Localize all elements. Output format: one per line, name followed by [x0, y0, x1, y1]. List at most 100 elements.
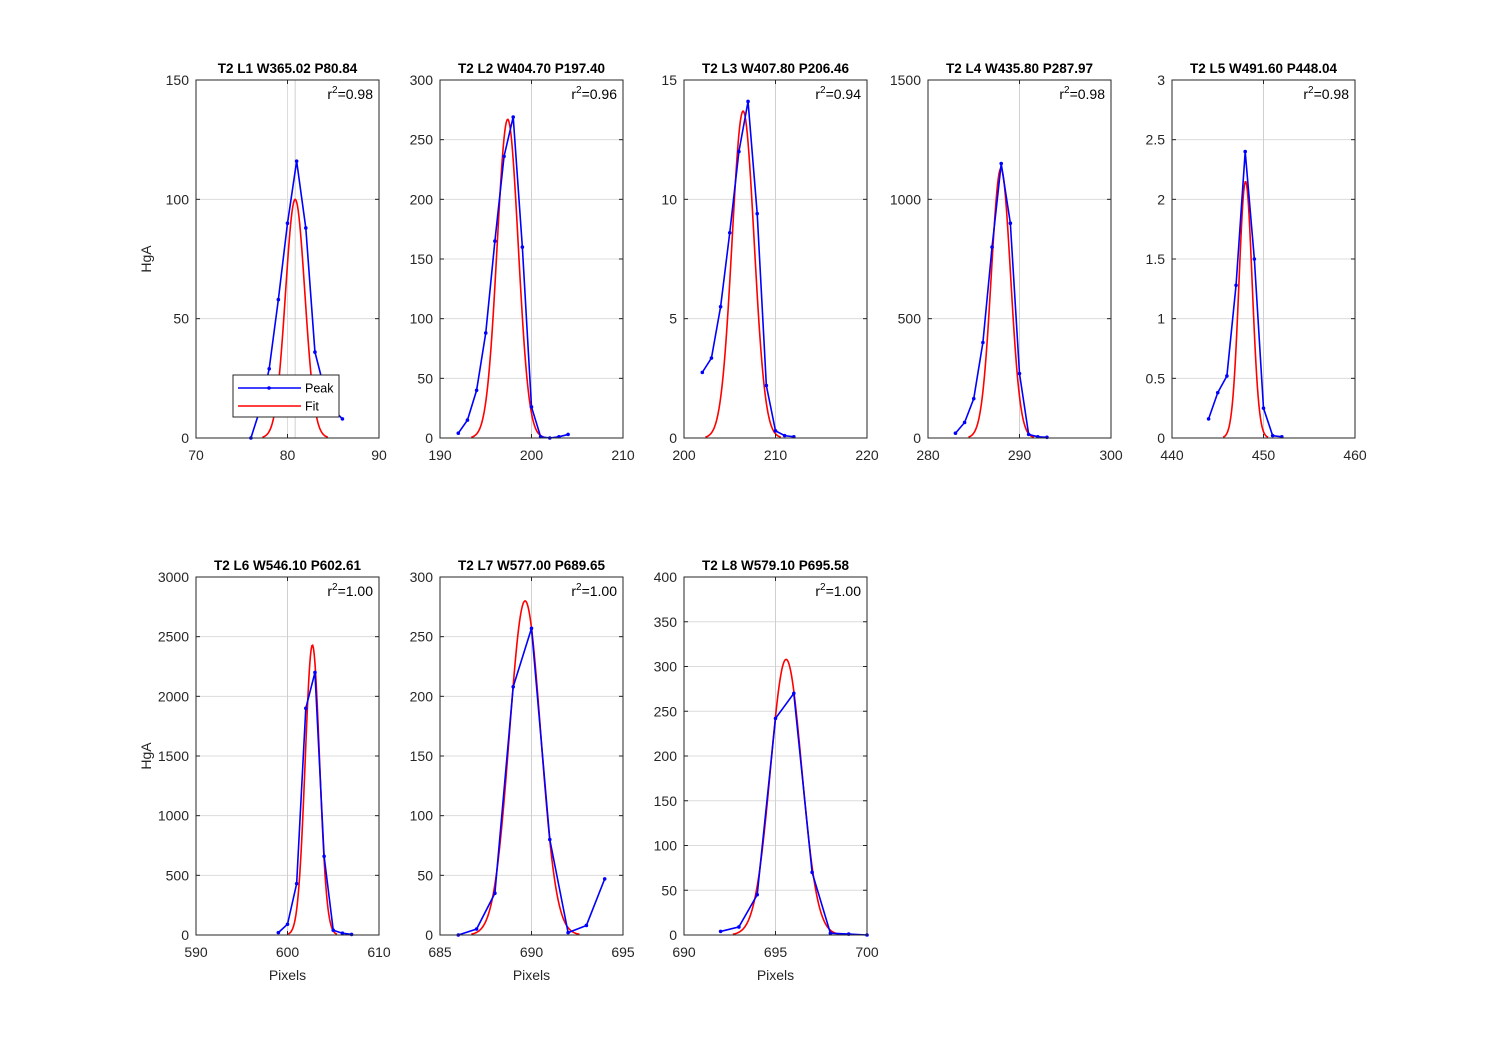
y-tick-label: 3: [1157, 72, 1165, 88]
peak-point: [962, 420, 967, 425]
peak-point: [1008, 221, 1013, 225]
peak-point: [1045, 435, 1049, 440]
chart-panel-5: 440 450 460 0 0.5 1 1.5 2 2.5 3 T2 L5 W491.60 P448…: [1146, 61, 1367, 463]
fit-line: [287, 643, 338, 935]
peak-point: [810, 870, 814, 875]
fit-line: [471, 600, 580, 936]
y-tick-label: 100: [654, 838, 678, 854]
y-tick-label: 150: [410, 748, 434, 764]
x-tick-label: 210: [611, 447, 635, 463]
peak-point: [602, 877, 607, 881]
peak-point: [520, 245, 525, 249]
peak-point: [340, 931, 345, 936]
chart-title: T2 L5 W491.60 P448.04: [1190, 61, 1338, 76]
peak-point: [1215, 390, 1220, 395]
peak-point: [755, 892, 759, 897]
peak-point: [276, 297, 281, 302]
x-tick-label: 690: [520, 944, 544, 960]
peak-point: [349, 932, 354, 937]
y-tick-label: 2500: [158, 629, 189, 645]
y-axis-label: HgA: [138, 742, 154, 770]
peak-point: [474, 388, 479, 393]
y-tick-label: 500: [898, 311, 922, 327]
peak-point: [782, 433, 787, 438]
y-tick-label: 100: [410, 808, 434, 824]
y-tick-label: 400: [654, 569, 678, 585]
x-tick-label: 200: [672, 447, 696, 463]
peak-point: [737, 925, 741, 929]
peak-point: [990, 245, 994, 249]
peak-point: [267, 366, 272, 371]
y-tick-label: 150: [410, 251, 434, 267]
peak-point: [493, 891, 497, 896]
y-tick-label: 300: [654, 659, 678, 675]
chart-title: T2 L8 W579.10 P695.58: [702, 558, 850, 573]
peak-point: [971, 396, 976, 401]
y-tick-label: 150: [654, 793, 678, 809]
chart-panel-3: 200 210 220 0 5 10 15 T2 L3 W407.80 P206.46 r2=0…: [661, 61, 878, 463]
y-tick-label: 50: [417, 867, 433, 883]
peak-point: [1026, 432, 1031, 437]
x-axis-label: Pixels: [757, 967, 794, 983]
peak-point: [764, 383, 769, 388]
x-tick-label: 280: [916, 447, 940, 463]
x-tick-label: 220: [855, 447, 879, 463]
peak-point: [755, 211, 759, 216]
peak-point: [313, 670, 317, 675]
y-tick-label: 0: [181, 430, 189, 446]
peak-point: [285, 221, 290, 225]
y-tick-label: 50: [661, 882, 677, 898]
chart-panel-2: 190 200 210 0 50 100 150 200 250 300 T2 L2 W404.70…: [410, 61, 635, 463]
x-tick-label: 685: [428, 944, 452, 960]
peak-point: [322, 854, 326, 859]
chart-title: T2 L2 W404.70 P197.40: [458, 61, 605, 76]
peak-point: [1234, 283, 1238, 288]
y-tick-label: 2: [1157, 191, 1165, 207]
y-tick-label: 100: [166, 191, 190, 207]
x-axis-label: Pixels: [269, 967, 306, 983]
r2-annotation: r2=0.96: [571, 85, 617, 102]
peak-point: [584, 923, 589, 928]
y-tick-label: 250: [410, 132, 434, 148]
peak-point: [294, 881, 299, 886]
chart-title: T2 L1 W365.02 P80.84: [218, 61, 358, 76]
peak-point: [1270, 433, 1275, 438]
chart-title: T2 L6 W546.10 P602.61: [214, 558, 362, 573]
r2-annotation: r2=0.98: [327, 85, 373, 102]
y-tick-label: 300: [410, 72, 434, 88]
peak-point: [304, 226, 308, 230]
y-tick-label: 0.5: [1146, 370, 1166, 386]
y-tick-label: 300: [410, 569, 434, 585]
x-axis-label: Pixels: [513, 967, 550, 983]
peak-point: [493, 239, 497, 243]
y-tick-label: 150: [166, 72, 190, 88]
x-tick-label: 200: [520, 447, 544, 463]
x-tick-label: 80: [280, 447, 296, 463]
peak-point: [331, 928, 336, 933]
y-tick-label: 200: [654, 748, 678, 764]
y-tick-label: 2000: [158, 688, 189, 704]
peak-point: [1252, 257, 1257, 261]
peak-point: [529, 405, 534, 409]
fit-line: [732, 658, 840, 936]
y-tick-label: 2.5: [1146, 132, 1166, 148]
peak-point: [456, 431, 461, 436]
y-tick-label: 1000: [890, 191, 921, 207]
r2-annotation: r2=1.00: [815, 582, 861, 599]
r2-annotation: r2=1.00: [327, 582, 373, 599]
x-tick-label: 290: [1008, 447, 1032, 463]
peak-point: [999, 161, 1003, 166]
peak-point: [718, 929, 723, 934]
x-tick-label: 190: [428, 447, 452, 463]
y-tick-label: 500: [166, 867, 190, 883]
chart-panel-7: 685 690 695 0 50 100 150 200 250 300 T2 L7 W577.00…: [410, 558, 635, 983]
peak-point: [1206, 417, 1211, 421]
peak-point: [294, 159, 299, 163]
x-tick-label: 300: [1099, 447, 1123, 463]
peak-point: [953, 431, 958, 436]
fit-line: [262, 198, 329, 438]
y-tick-label: 0: [669, 927, 677, 943]
peak-point: [548, 837, 552, 842]
peak-point: [1017, 371, 1022, 376]
